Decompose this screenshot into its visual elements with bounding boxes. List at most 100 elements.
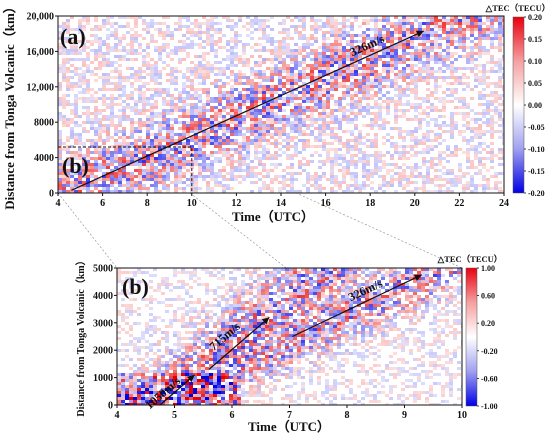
heatmap-cell [238,58,242,61]
heatmap-cell [214,118,218,121]
heatmap-cell [322,115,326,118]
heatmap-cell [250,106,254,109]
heatmap-cell [486,187,490,190]
heatmap-cell [405,298,409,301]
heatmap-cell [234,79,238,82]
heatmap-cell [354,181,358,184]
heatmap-cell [362,142,366,145]
heatmap-cell [402,25,406,28]
heatmap-cell [290,91,294,94]
heatmap-cell [486,157,490,160]
heatmap-cell [274,64,278,67]
heatmap-cell [230,58,234,61]
heatmap-cell [134,37,138,40]
heatmap-cell [222,133,226,136]
heatmap-cell [410,25,414,28]
heatmap-cell [490,148,494,151]
heatmap-cell [142,142,146,145]
heatmap-cell [102,130,106,133]
heatmap-cell [102,148,106,151]
heatmap-cell [414,55,418,58]
heatmap-cell [422,175,426,178]
heatmap-cell [178,115,182,118]
heatmap-cell [210,163,214,166]
heatmap-cell [198,169,202,172]
heatmap-cell [306,181,310,184]
heatmap-cell [390,181,394,184]
heatmap-cell [302,85,306,88]
heatmap-cell [302,73,306,76]
heatmap-cell [214,136,218,139]
heatmap-cell [378,169,382,172]
heatmap-cell [90,151,94,154]
heatmap-cell [350,130,354,133]
heatmap-cell [130,181,134,184]
heatmap-cell [466,112,470,115]
heatmap-cell [150,106,154,109]
heatmap-cell [110,136,114,139]
heatmap-cell [402,79,406,82]
heatmap-cell [70,40,74,43]
heatmap-cell [246,61,250,64]
heatmap-cell [154,94,158,97]
heatmap-cell [381,274,385,277]
heatmap-cell [426,67,430,70]
heatmap-cell [382,25,386,28]
heatmap-cell [330,28,334,31]
heatmap-cell [154,46,158,49]
heatmap-cell [270,115,274,118]
heatmap-cell [442,100,446,103]
heatmap-cell [182,121,186,124]
heatmap-cell [290,52,294,55]
heatmap-cell [378,40,382,43]
heatmap-cell [354,34,358,37]
heatmap-cell [238,76,242,79]
heatmap-cell [154,73,158,76]
heatmap-cell [373,283,377,286]
heatmap-cell [194,142,198,145]
heatmap-cell [142,103,146,106]
heatmap-cell [261,277,265,280]
heatmap-cell [322,52,326,55]
heatmap-cell [209,271,213,274]
heatmap-cell [314,184,318,187]
heatmap-cell [82,19,86,22]
heatmap-cell [118,160,122,163]
heatmap-cell [406,34,410,37]
heatmap-cell [126,148,130,151]
heatmap-cell [346,151,350,154]
heatmap-cell [274,166,278,169]
heatmap-cell [342,28,346,31]
heatmap-cell [305,298,309,301]
heatmap-cell [70,127,74,130]
heatmap-cell [350,76,354,79]
heatmap-cell [374,58,378,61]
heatmap-cell [350,28,354,31]
heatmap-cell [198,61,202,64]
heatmap-cell [386,37,390,40]
heatmap-cell [94,91,98,94]
heatmap-cell [466,67,470,70]
heatmap-cell [190,88,194,91]
heatmap-cell [254,94,258,97]
heatmap-cell [198,37,202,40]
heatmap-cell [274,49,278,52]
heatmap-cell [290,94,294,97]
heatmap-cell [110,64,114,67]
heatmap-cell [94,106,98,109]
heatmap-cell [166,148,170,151]
heatmap-cell [230,154,234,157]
heatmap-cell [218,85,222,88]
heatmap-cell [254,88,258,91]
heatmap-cell [414,130,418,133]
heatmap-cell [266,175,270,178]
heatmap-cell [82,157,86,160]
heatmap-cell [414,88,418,91]
heatmap-cell [478,34,482,37]
heatmap-cell [242,82,246,85]
heatmap-cell [178,25,182,28]
heatmap-cell [194,148,198,151]
heatmap-cell [470,67,474,70]
heatmap-cell [198,130,202,133]
heatmap-cell [314,76,318,79]
